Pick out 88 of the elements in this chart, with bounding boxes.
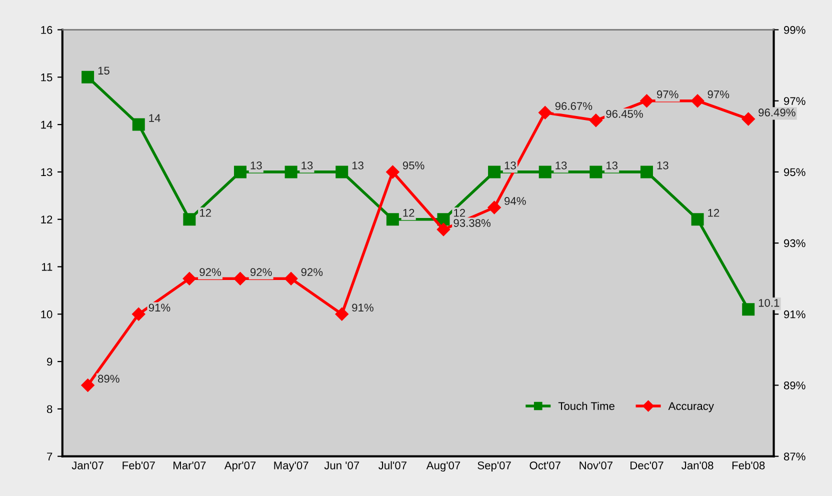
data-label: 92% (250, 268, 272, 276)
x-tick-label: Apr'07 (224, 461, 256, 472)
data-label: 96.67% (555, 102, 592, 110)
data-label: 10.1 (758, 298, 780, 307)
data-label: 96.49% (758, 108, 796, 116)
x-tick-label: Feb'07 (122, 461, 155, 470)
point (386, 165, 400, 179)
data-label: 94% (504, 197, 526, 205)
data-label: 92% (301, 268, 323, 276)
data-label: 12 (708, 208, 720, 217)
point (742, 112, 755, 126)
data-label: 13 (352, 162, 364, 170)
y2-tick-label: 91% (784, 310, 806, 318)
x-tick-label: Jun '07 (324, 461, 360, 470)
point (82, 70, 94, 84)
data-label: 97% (708, 90, 730, 98)
y2-tick-label: 93% (784, 239, 806, 248)
y-tick-label: 7 (47, 452, 52, 460)
y-tick-label: 13 (41, 168, 52, 176)
y-tick-label: 14 (41, 120, 52, 129)
point (132, 118, 145, 131)
data-label: 13 (250, 162, 262, 170)
y-tick-label: 10 (41, 310, 52, 318)
point (742, 303, 755, 316)
data-label: 14 (149, 114, 160, 122)
x-tick-label: Jan'08 (682, 461, 714, 470)
y2-tick-label: 89% (784, 381, 806, 390)
y-tick-label: 16 (41, 26, 52, 34)
point (234, 166, 246, 178)
point (640, 94, 654, 108)
data-label: 91% (352, 304, 374, 312)
y-tick-label: 12 (41, 216, 52, 224)
data-label: 93.38% (454, 219, 490, 227)
data-label: 13 (302, 162, 313, 170)
data-label: 13 (657, 162, 668, 170)
x-tick-label: May'07 (274, 461, 308, 472)
point (81, 378, 94, 392)
x-tick-label: Sep'07 (478, 461, 511, 472)
y-tick-label: 15 (41, 74, 52, 82)
point (436, 222, 450, 236)
x-tick-label: Jul'07 (378, 461, 406, 470)
point (590, 166, 602, 178)
x-tick-label: Aug'07 (426, 461, 460, 472)
point (183, 213, 196, 226)
data-label: 95% (402, 162, 424, 170)
point (691, 213, 704, 226)
y2-tick-label: 87% (784, 452, 806, 460)
x-tick-label: Feb'08 (732, 461, 765, 470)
data-label: 13 (606, 162, 618, 170)
point (234, 272, 247, 286)
data-label: 12 (200, 208, 211, 217)
data-label: 89% (98, 374, 120, 383)
data-label: 91% (148, 304, 170, 312)
point (538, 166, 552, 178)
legend-label: Touch Time (558, 402, 614, 410)
data-label: 12 (403, 208, 414, 217)
y2-tick-label: 97% (784, 97, 806, 105)
point (589, 114, 603, 127)
y-tick-label: 11 (42, 263, 52, 271)
data-label: 13 (556, 162, 567, 170)
point (336, 166, 348, 178)
point (690, 94, 704, 108)
point (488, 200, 501, 214)
x-tick-label: Dec'07 (630, 461, 664, 470)
point (132, 308, 146, 321)
y2-tick-label: 99% (784, 26, 806, 34)
data-label: 92% (200, 268, 221, 276)
point (182, 272, 196, 286)
point (335, 308, 348, 321)
data-label: 15 (98, 66, 110, 75)
point (284, 166, 298, 178)
point (284, 272, 298, 286)
y2-tick-label: 95% (784, 168, 806, 176)
legend-label: Accuracy (668, 402, 714, 412)
data-label: 13 (504, 162, 516, 170)
data-label: 96.45% (606, 110, 643, 118)
y-tick-label: 9 (47, 358, 52, 366)
y-tick-label: 8 (46, 405, 52, 414)
data-label: 97% (656, 90, 678, 98)
x-tick-label: Mar'07 (174, 461, 206, 470)
point (538, 106, 552, 120)
data-label: 12 (454, 208, 466, 217)
x-tick-label: Oct'07 (530, 461, 560, 470)
point (640, 166, 653, 178)
point (386, 213, 399, 226)
x-tick-label: Jan'07 (72, 461, 104, 470)
point (488, 166, 501, 178)
x-tick-label: Nov'07 (580, 461, 612, 470)
